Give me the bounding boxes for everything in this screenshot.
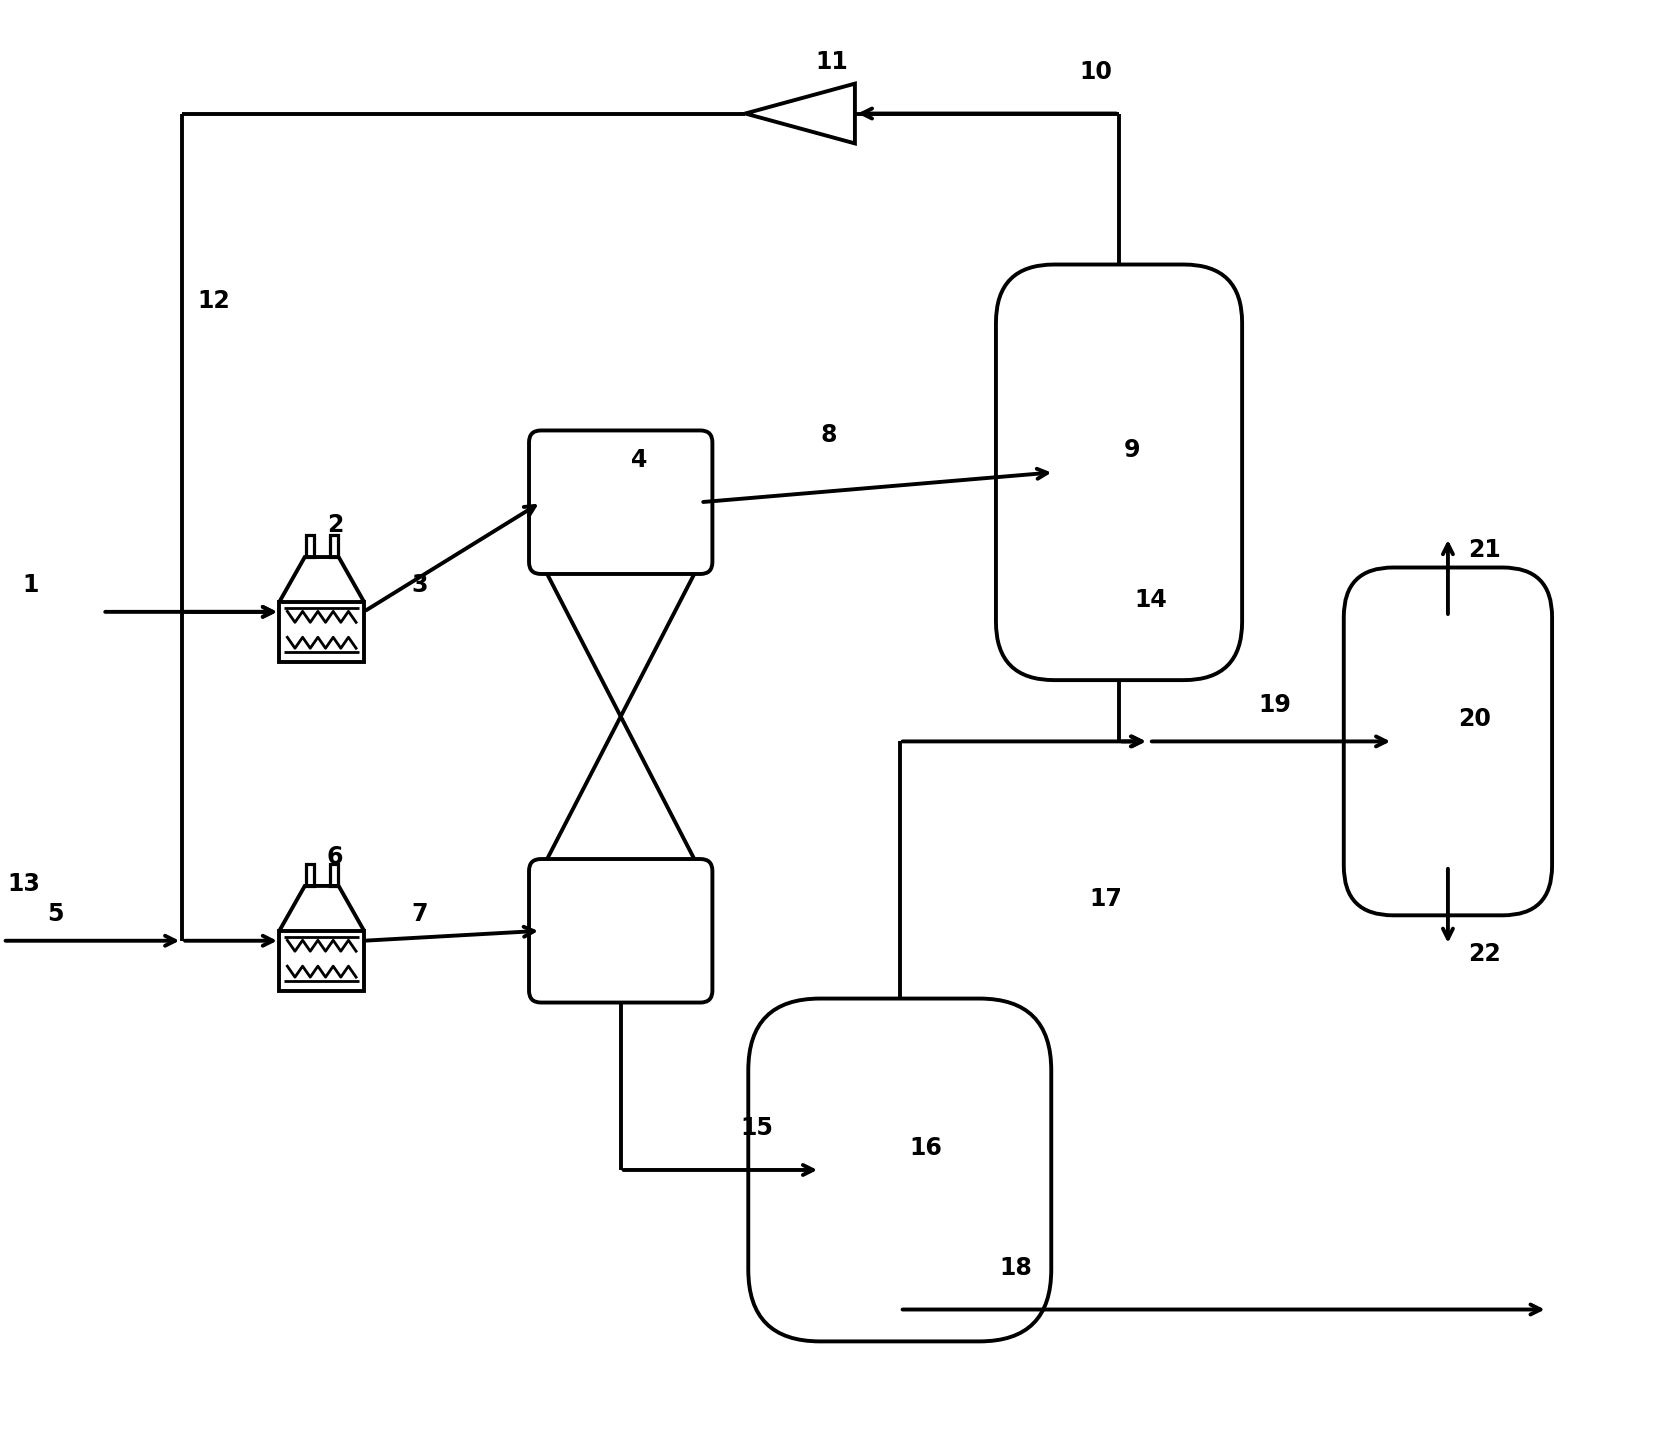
FancyBboxPatch shape [529,858,713,1003]
Text: 7: 7 [412,901,427,926]
Text: 18: 18 [999,1255,1032,1280]
FancyBboxPatch shape [1345,567,1552,916]
FancyBboxPatch shape [529,430,713,575]
Text: 22: 22 [1468,941,1501,966]
Text: 15: 15 [740,1116,773,1141]
Text: 3: 3 [412,573,427,598]
Text: 11: 11 [814,50,848,73]
Text: 20: 20 [1458,708,1491,731]
Text: 2: 2 [327,513,342,537]
FancyBboxPatch shape [996,265,1242,681]
Text: 12: 12 [198,289,229,312]
Text: 16: 16 [909,1136,942,1159]
Text: 19: 19 [1258,692,1291,716]
Text: 14: 14 [1133,588,1167,612]
Text: 5: 5 [48,901,65,926]
Text: 21: 21 [1468,537,1501,562]
Text: 4: 4 [630,449,647,473]
Bar [329,864,337,886]
Text: 1: 1 [23,573,40,598]
Bar [306,864,314,886]
Text: 13: 13 [8,871,40,896]
Text: 10: 10 [1079,60,1112,83]
Text: 6: 6 [327,845,342,868]
Text: 17: 17 [1089,887,1122,911]
FancyBboxPatch shape [748,999,1052,1341]
Bar [306,535,314,557]
Text: 9: 9 [1124,438,1140,463]
Text: 8: 8 [819,423,836,447]
Bar [329,535,337,557]
